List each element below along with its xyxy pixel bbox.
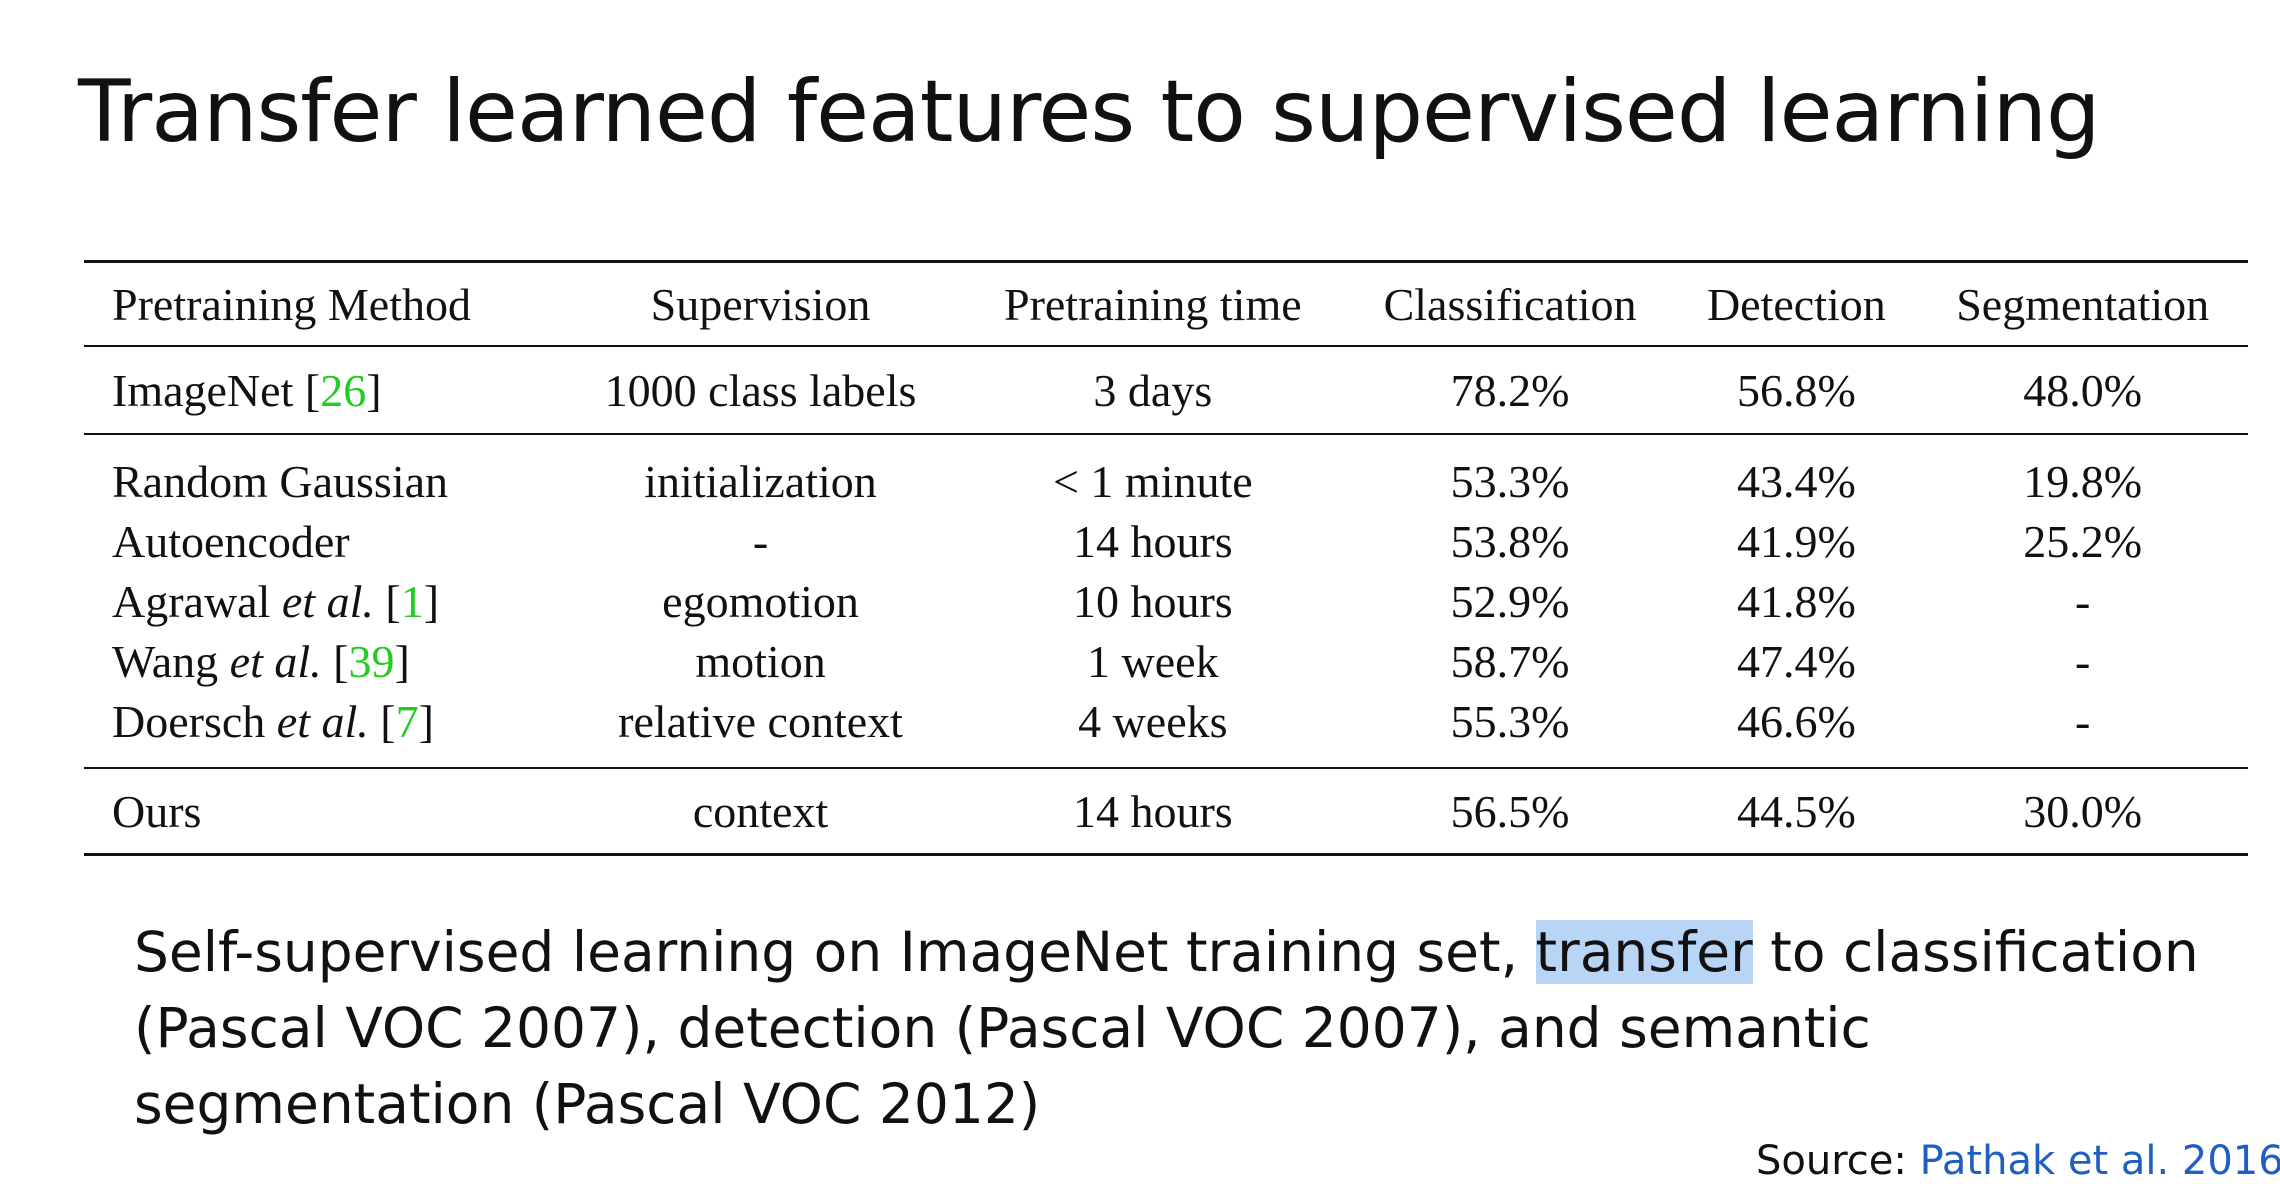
header-classification: Classification (1383, 278, 1637, 330)
et-al: et al. (276, 695, 369, 747)
supervision-cell: - (752, 515, 769, 567)
table-header-row: Pretraining Method Supervision Pretraini… (84, 261, 2248, 346)
citation-ref[interactable]: 1 (400, 575, 424, 627)
results-table: Pretraining Method Supervision Pretraini… (84, 260, 2248, 856)
method-name: Doersch (112, 695, 266, 747)
slide-caption: Self-supervised learning on ImageNet tra… (134, 914, 2254, 1142)
time-cell: 14 hours (1072, 785, 1233, 837)
table-row-doersch: Doersch et al. [7] relative context 4 we… (84, 691, 2248, 768)
detection-cell: 47.4% (1736, 635, 1856, 687)
classification-cell: 52.9% (1450, 575, 1570, 627)
supervision-cell: initialization (644, 455, 877, 507)
header-pretraining-time: Pretraining time (1003, 278, 1302, 330)
time-cell: 4 weeks (1078, 695, 1228, 747)
time-cell: 14 hours (1072, 515, 1233, 567)
segmentation-cell: - (2075, 695, 2091, 747)
method-cell: ImageNet [26] (112, 364, 382, 416)
supervision-cell: motion (695, 635, 826, 687)
et-al: et al. (281, 575, 374, 627)
detection-cell: 56.8% (1736, 364, 1856, 416)
et-al: et al. (229, 635, 322, 687)
table-row-autoencoder: Autoencoder - 14 hours 53.8% 41.9% 25.2% (84, 511, 2248, 571)
supervision-cell: context (692, 785, 829, 837)
caption-text-end: to classification (Pascal VOC 2007), det… (134, 920, 2199, 1136)
header-detection: Detection (1706, 278, 1886, 330)
time-cell: 3 days (1093, 364, 1213, 416)
time-cell: 1 week (1087, 635, 1219, 687)
table-row-random-gaussian: Random Gaussian initialization < 1 minut… (84, 434, 2248, 511)
method-cell: Agrawal et al. [1] (112, 575, 440, 627)
method-cell: Autoencoder (112, 515, 350, 567)
supervision-cell: relative context (618, 695, 903, 747)
source-prefix: Source: (1756, 1138, 1920, 1184)
source-note: Source: Pathak et al. 2016 (1756, 1138, 2280, 1184)
method-cell: Ours (112, 785, 202, 837)
segmentation-cell: - (2075, 635, 2091, 687)
classification-cell: 78.2% (1450, 364, 1570, 416)
slide-title: Transfer learned features to supervised … (78, 62, 2101, 162)
classification-cell: 53.8% (1450, 515, 1570, 567)
table-row-agrawal: Agrawal et al. [1] egomotion 10 hours 52… (84, 571, 2248, 631)
detection-cell: 46.6% (1736, 695, 1856, 747)
table-row-imagenet: ImageNet [26] 1000 class labels 3 days 7… (84, 346, 2248, 434)
header-segmentation: Segmentation (1956, 278, 2210, 330)
classification-cell: 55.3% (1450, 695, 1570, 747)
segmentation-cell: - (2075, 575, 2091, 627)
method-cell: Doersch et al. [7] (112, 695, 434, 747)
citation-ref[interactable]: 39 (348, 635, 395, 687)
detection-cell: 43.4% (1736, 455, 1856, 507)
method-cell: Random Gaussian (112, 455, 449, 507)
citation-ref[interactable]: 7 (395, 695, 419, 747)
method-cell: Wang et al. [39] (112, 635, 410, 687)
method-name: Wang (112, 635, 219, 687)
caption-text-start: Self-supervised learning on ImageNet tra… (134, 920, 1536, 984)
time-cell: 10 hours (1072, 575, 1233, 627)
classification-cell: 56.5% (1450, 785, 1570, 837)
table-row-ours: Ours context 14 hours 56.5% 44.5% 30.0% (84, 768, 2248, 855)
segmentation-cell: 48.0% (2023, 364, 2143, 416)
header-pretraining-method: Pretraining Method (112, 278, 471, 330)
classification-cell: 58.7% (1450, 635, 1570, 687)
highlighted-text-selection[interactable]: transfer (1535, 920, 1753, 984)
segmentation-cell: 25.2% (2023, 515, 2143, 567)
header-supervision: Supervision (650, 278, 871, 330)
method-name: ImageNet (112, 364, 294, 416)
segmentation-cell: 30.0% (2023, 785, 2143, 837)
detection-cell: 41.9% (1736, 515, 1856, 567)
detection-cell: 44.5% (1736, 785, 1856, 837)
detection-cell: 41.8% (1736, 575, 1856, 627)
table-row-wang: Wang et al. [39] motion 1 week 58.7% 47.… (84, 631, 2248, 691)
time-cell: < 1 minute (1052, 455, 1253, 507)
segmentation-cell: 19.8% (2023, 455, 2143, 507)
source-link[interactable]: Pathak et al. 2016 (1919, 1138, 2280, 1184)
supervision-cell: 1000 class labels (604, 364, 917, 416)
method-name: Agrawal (112, 575, 271, 627)
supervision-cell: egomotion (662, 575, 859, 627)
citation-ref[interactable]: 26 (320, 364, 367, 416)
classification-cell: 53.3% (1450, 455, 1570, 507)
